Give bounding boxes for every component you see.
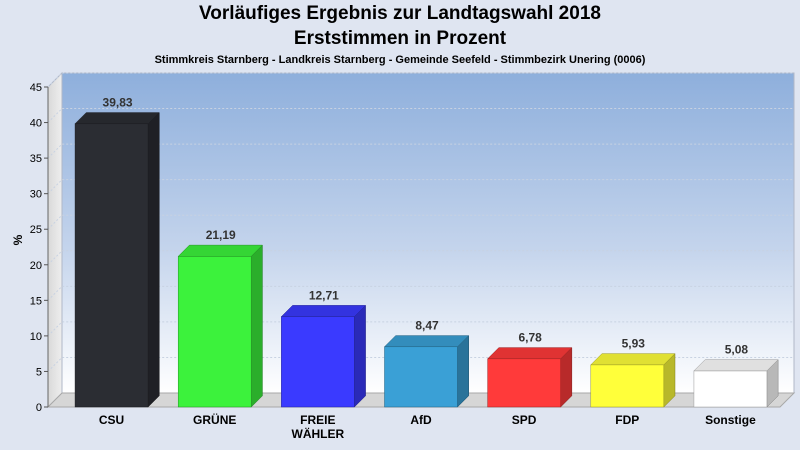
bar-afd bbox=[383, 334, 470, 408]
x-tick-label: AfD bbox=[410, 413, 432, 427]
y-tick-label: 30 bbox=[30, 189, 42, 201]
bar-csu bbox=[74, 111, 160, 408]
y-tick-label: 10 bbox=[30, 331, 42, 343]
bar-freie-wähler bbox=[280, 304, 367, 408]
bar-top bbox=[487, 347, 573, 360]
bar-front bbox=[693, 370, 768, 408]
bar-side bbox=[354, 304, 366, 408]
bar-value-label: 5,08 bbox=[725, 343, 749, 357]
y-axis: 0 5 10 15 20 25 30 35 40 45% bbox=[11, 82, 49, 414]
bar-sonstige bbox=[693, 359, 779, 408]
y-tick-label: 20 bbox=[30, 260, 42, 272]
chart-title-line1: Vorläufiges Ergebnis zur Landtagswahl 20… bbox=[199, 3, 601, 24]
y-tick-label: 35 bbox=[30, 153, 42, 165]
x-tick-label: CSU bbox=[99, 413, 124, 427]
x-tick-label: FREIE bbox=[300, 413, 335, 427]
bar-front bbox=[177, 256, 252, 408]
bar-spd bbox=[487, 346, 573, 408]
bars: 39,83 21,19 12,71 8,47 6,78 5,93 5,08 bbox=[74, 96, 779, 408]
y-tick-label: 0 bbox=[36, 402, 42, 414]
y-tick-label: 40 bbox=[30, 118, 42, 130]
bar-top bbox=[177, 244, 264, 257]
chart-title-line2: Erststimmen in Prozent bbox=[293, 28, 507, 49]
x-tick-label: FDP bbox=[615, 413, 639, 427]
bar-value-label: 21,19 bbox=[206, 228, 236, 242]
y-tick-label: 25 bbox=[30, 224, 42, 236]
bar-front bbox=[590, 364, 665, 408]
bar-top bbox=[74, 112, 160, 125]
x-tick-label: WÄHLER bbox=[292, 426, 345, 441]
bar-top bbox=[693, 359, 779, 372]
bar-top bbox=[383, 335, 470, 348]
bar-top bbox=[280, 305, 367, 317]
bar-side bbox=[457, 334, 469, 408]
bar-front bbox=[384, 346, 458, 408]
bar-fdp bbox=[590, 353, 676, 408]
x-tick-label: GRÜNE bbox=[193, 412, 236, 427]
bar-value-label: 8,47 bbox=[415, 319, 439, 333]
bar-front bbox=[281, 316, 355, 408]
bar-side bbox=[147, 111, 160, 408]
bar-top bbox=[590, 353, 676, 366]
y-tick-label: 5 bbox=[36, 366, 42, 378]
bar-front bbox=[487, 358, 561, 408]
x-tick-label: Sonstige bbox=[705, 413, 756, 427]
bar-grüne bbox=[177, 244, 264, 408]
bar-side bbox=[250, 244, 263, 408]
bar-value-label: 6,78 bbox=[518, 331, 542, 345]
bar-value-label: 39,83 bbox=[103, 96, 133, 110]
chart-subtitle: Stimmkreis Starnberg - Landkreis Starnbe… bbox=[154, 54, 646, 66]
bar-value-label: 5,93 bbox=[622, 337, 646, 351]
side-wall bbox=[47, 71, 63, 409]
x-tick-label: SPD bbox=[512, 413, 537, 427]
y-tick-label: 15 bbox=[30, 295, 42, 307]
bar-value-label: 12,71 bbox=[309, 288, 339, 302]
y-axis-label: % bbox=[11, 234, 25, 245]
y-tick-label: 45 bbox=[30, 82, 42, 94]
bar-front bbox=[74, 123, 149, 408]
